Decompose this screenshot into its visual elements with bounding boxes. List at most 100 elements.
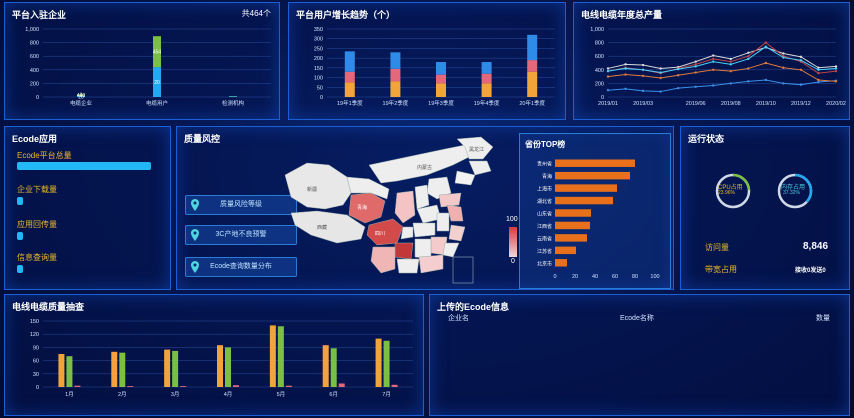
bar[interactable] bbox=[66, 356, 73, 387]
map-region-neimenggu[interactable] bbox=[368, 144, 474, 184]
line-point[interactable] bbox=[606, 67, 610, 70]
risk-level-button[interactable]: 质量风险等级 bbox=[185, 195, 297, 215]
bar[interactable] bbox=[555, 246, 576, 255]
map-region-heilongjiang[interactable] bbox=[456, 136, 494, 160]
line-point[interactable] bbox=[694, 71, 697, 74]
bar[interactable] bbox=[233, 385, 239, 387]
line-point[interactable] bbox=[694, 65, 697, 68]
line-point[interactable] bbox=[694, 63, 697, 66]
ecode-distribution-button[interactable]: Ecode查询数量分布 bbox=[185, 257, 297, 277]
3c-warning-button[interactable]: 3C产地不良预警 bbox=[185, 225, 297, 245]
bar[interactable] bbox=[180, 386, 187, 387]
line-point[interactable] bbox=[712, 68, 715, 71]
bar[interactable] bbox=[111, 351, 118, 387]
bar[interactable] bbox=[555, 196, 613, 205]
bar[interactable] bbox=[555, 171, 630, 180]
bar[interactable] bbox=[555, 234, 587, 242]
map-region-jiangsu[interactable] bbox=[446, 204, 464, 222]
bar[interactable] bbox=[217, 345, 223, 387]
map-region-hubei[interactable] bbox=[412, 222, 436, 238]
line-point[interactable] bbox=[659, 90, 662, 93]
line-point[interactable] bbox=[694, 60, 697, 63]
bar[interactable] bbox=[344, 82, 355, 97]
line-point[interactable] bbox=[606, 89, 610, 92]
map-region-shanxi[interactable] bbox=[414, 184, 430, 210]
bar[interactable] bbox=[269, 325, 276, 387]
bar[interactable] bbox=[119, 352, 126, 387]
bar[interactable] bbox=[555, 184, 617, 192]
map-region-zhejiang[interactable] bbox=[448, 224, 466, 242]
line-point[interactable] bbox=[799, 83, 803, 86]
line-point[interactable] bbox=[747, 51, 750, 54]
line-point[interactable] bbox=[606, 69, 610, 73]
line-series[interactable] bbox=[607, 46, 837, 74]
line-point[interactable] bbox=[624, 63, 627, 66]
map-region-xizang[interactable] bbox=[290, 210, 366, 244]
bar[interactable] bbox=[390, 52, 401, 69]
bar[interactable] bbox=[277, 326, 284, 387]
line-point[interactable] bbox=[834, 80, 838, 83]
line-point[interactable] bbox=[712, 84, 715, 87]
line-point[interactable] bbox=[834, 67, 838, 70]
line-point[interactable] bbox=[817, 80, 820, 84]
column-quantity[interactable]: 数量 bbox=[816, 315, 830, 322]
bar[interactable] bbox=[527, 71, 538, 97]
line-point[interactable] bbox=[817, 68, 820, 71]
line-point[interactable] bbox=[729, 82, 732, 85]
line-point[interactable] bbox=[729, 69, 732, 73]
map-region-fujian[interactable] bbox=[442, 242, 460, 258]
line-point[interactable] bbox=[729, 57, 732, 61]
bar[interactable] bbox=[77, 95, 85, 97]
bar[interactable] bbox=[127, 386, 134, 387]
line-point[interactable] bbox=[764, 78, 768, 82]
map-region-liaoning[interactable] bbox=[454, 170, 476, 186]
bar[interactable] bbox=[383, 340, 390, 387]
line-point[interactable] bbox=[817, 66, 820, 69]
bar[interactable] bbox=[58, 354, 65, 387]
bar[interactable] bbox=[330, 348, 337, 387]
map-region-chongqing[interactable] bbox=[400, 226, 414, 240]
bar[interactable] bbox=[555, 221, 590, 230]
map-region-guangxi[interactable] bbox=[396, 258, 420, 274]
bar[interactable] bbox=[527, 60, 538, 72]
bar[interactable] bbox=[344, 71, 355, 83]
line-point[interactable] bbox=[799, 68, 803, 71]
bar[interactable] bbox=[481, 62, 492, 74]
bar[interactable] bbox=[436, 83, 446, 97]
map-region-guizhou[interactable] bbox=[394, 242, 414, 260]
bar[interactable] bbox=[338, 383, 345, 387]
bar[interactable] bbox=[391, 384, 398, 387]
line-point[interactable] bbox=[712, 60, 715, 63]
map-region-guangdong[interactable] bbox=[418, 254, 444, 274]
line-point[interactable] bbox=[782, 66, 785, 69]
line-point[interactable] bbox=[834, 65, 838, 68]
map-region-yunnan[interactable] bbox=[370, 246, 396, 274]
line-point[interactable] bbox=[782, 82, 785, 85]
line-point[interactable] bbox=[606, 75, 610, 78]
line-point[interactable] bbox=[641, 74, 645, 78]
bar[interactable] bbox=[555, 259, 567, 267]
line-point[interactable] bbox=[659, 76, 662, 80]
line-point[interactable] bbox=[659, 71, 662, 74]
bar[interactable] bbox=[436, 74, 446, 84]
line-point[interactable] bbox=[747, 80, 750, 83]
line-point[interactable] bbox=[624, 87, 627, 91]
bar[interactable] bbox=[344, 51, 355, 72]
line-point[interactable] bbox=[641, 89, 645, 93]
bar[interactable] bbox=[527, 34, 538, 61]
map-region-shaanxi[interactable] bbox=[394, 190, 416, 224]
map-region-anhui[interactable] bbox=[436, 212, 450, 232]
line-point[interactable] bbox=[764, 61, 768, 65]
map-region-jilin[interactable] bbox=[468, 160, 492, 176]
line-point[interactable] bbox=[782, 56, 785, 59]
bar[interactable] bbox=[153, 67, 161, 97]
line-series[interactable] bbox=[607, 62, 837, 82]
line-point[interactable] bbox=[712, 54, 715, 57]
column-ecode-name[interactable]: Ecode名称 bbox=[620, 315, 654, 322]
line-point[interactable] bbox=[782, 52, 785, 55]
bar[interactable] bbox=[555, 209, 591, 217]
line-point[interactable] bbox=[712, 57, 715, 61]
map-region-gansu[interactable] bbox=[346, 176, 390, 200]
line-series[interactable] bbox=[607, 46, 837, 69]
line-series[interactable] bbox=[607, 79, 837, 93]
